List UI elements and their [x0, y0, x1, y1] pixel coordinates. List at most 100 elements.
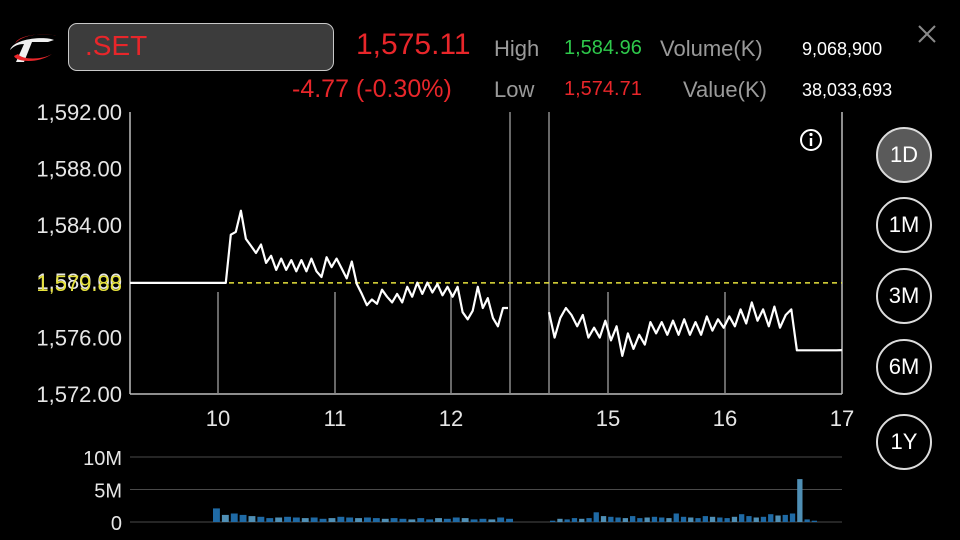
x-tick-label: 17: [830, 406, 854, 431]
volume-bar: [622, 518, 628, 522]
volume-bar: [239, 514, 247, 522]
symbol-search-box[interactable]: .SET: [68, 23, 334, 71]
brand-logo-icon: [10, 34, 56, 62]
volume-bar: [452, 517, 460, 522]
symbol-text: .SET: [85, 30, 148, 61]
volume-bar: [355, 518, 362, 522]
volume-bar: [328, 518, 336, 522]
volume-bar: [319, 518, 327, 523]
volume-bar: [488, 519, 496, 522]
volume-bar: [637, 518, 643, 522]
volume-bar: [213, 508, 220, 522]
volume-bar: [564, 519, 570, 522]
volume-bar: [651, 516, 658, 522]
volume-bar: [292, 517, 300, 522]
last-price: 1,575.11: [356, 28, 471, 61]
volume-bar: [399, 518, 407, 523]
volume-bar: [284, 516, 291, 522]
x-tick-label: 11: [324, 406, 347, 431]
volume-bar: [724, 518, 730, 522]
volume-bar: [408, 519, 416, 522]
value-label: Value(K): [683, 77, 767, 102]
volume-bar: [479, 518, 487, 523]
volume-tick-label: 5M: [94, 481, 122, 503]
volume-bar: [557, 518, 563, 523]
close-icon[interactable]: [915, 22, 939, 46]
info-icon[interactable]: [800, 129, 822, 151]
volume-tick-label: 10M: [83, 448, 122, 470]
period-button-1y[interactable]: 1Y: [876, 414, 932, 470]
y-tick-label: 1,576.00: [36, 326, 122, 351]
volume-bar: [337, 516, 345, 522]
volume-bar: [797, 479, 803, 522]
volume-bar: [364, 517, 371, 522]
volume-bar: [470, 519, 478, 522]
volume-bar: [301, 518, 309, 522]
volume-tick-label: 0: [111, 513, 122, 535]
volume-bar: [666, 518, 672, 522]
volume-bar: [571, 518, 578, 522]
price-series-line: [547, 301, 843, 357]
volume-bar: [417, 518, 425, 522]
high-value: 1,584.96: [564, 37, 642, 59]
volume-bar: [673, 513, 679, 522]
volume-bar: [593, 512, 599, 523]
period-button-1m[interactable]: 1M: [876, 197, 932, 253]
volume-bar: [586, 518, 592, 522]
volume-bar: [644, 517, 650, 522]
volume-bar: [695, 518, 701, 522]
x-tick-label: 12: [439, 406, 463, 431]
period-button-3m[interactable]: 3M: [876, 268, 932, 324]
volume-bar: [497, 517, 505, 522]
volume-bar: [608, 516, 614, 522]
y-tick-label: 1,592.00: [36, 100, 122, 125]
low-value: 1,574.71: [564, 78, 642, 100]
volume-bar: [372, 518, 380, 522]
y-tick-label: 1,588.00: [36, 156, 122, 181]
volume-bar: [443, 518, 451, 523]
volume-bar: [731, 516, 738, 522]
y-tick-label: 1,584.00: [36, 213, 122, 238]
volume-bar: [579, 518, 585, 523]
low-label: Low: [494, 77, 535, 102]
volume-bar: [266, 518, 274, 522]
volume-bar: [506, 518, 513, 523]
volume-bar: [746, 516, 752, 522]
period-button-6m[interactable]: 6M: [876, 339, 932, 395]
value-value: 38,033,693: [802, 80, 893, 100]
volume-bar: [426, 519, 434, 522]
volume-bar: [659, 517, 665, 522]
volume-bar: [600, 516, 607, 522]
x-tick-label: 16: [713, 406, 737, 431]
volume-bar: [739, 514, 745, 522]
volume-bar: [550, 520, 556, 522]
volume-bar: [760, 516, 767, 522]
volume-bar: [688, 517, 694, 522]
volume-bar: [768, 514, 774, 522]
volume-bar: [717, 517, 723, 522]
volume-bar: [782, 514, 788, 522]
high-label: High: [494, 36, 540, 61]
volume-bar: [346, 517, 354, 522]
volume-value: 9,068,900: [802, 39, 883, 59]
volume-bar: [381, 518, 389, 523]
volume-label: Volume(K): [660, 36, 763, 61]
volume-bar: [702, 516, 708, 522]
volume-bar: [630, 516, 636, 522]
price-series-line: [130, 209, 508, 328]
volume-bar: [804, 519, 810, 522]
volume-bar: [221, 514, 229, 522]
volume-bar: [789, 513, 796, 522]
volume-bar: [775, 515, 781, 522]
period-button-1d[interactable]: 1D: [876, 127, 932, 183]
volume-bar: [248, 516, 256, 522]
volume-bar: [390, 518, 398, 522]
volume-bar: [709, 516, 716, 522]
volume-bar: [615, 517, 621, 522]
price-change: -4.77 (-0.30%): [292, 75, 452, 103]
volume-bar: [257, 516, 265, 522]
volume-bar: [680, 516, 687, 522]
y-tick-label: 1,580.00: [36, 269, 122, 294]
y-tick-label: 1,572.00: [36, 382, 122, 407]
volume-bar: [230, 513, 238, 522]
